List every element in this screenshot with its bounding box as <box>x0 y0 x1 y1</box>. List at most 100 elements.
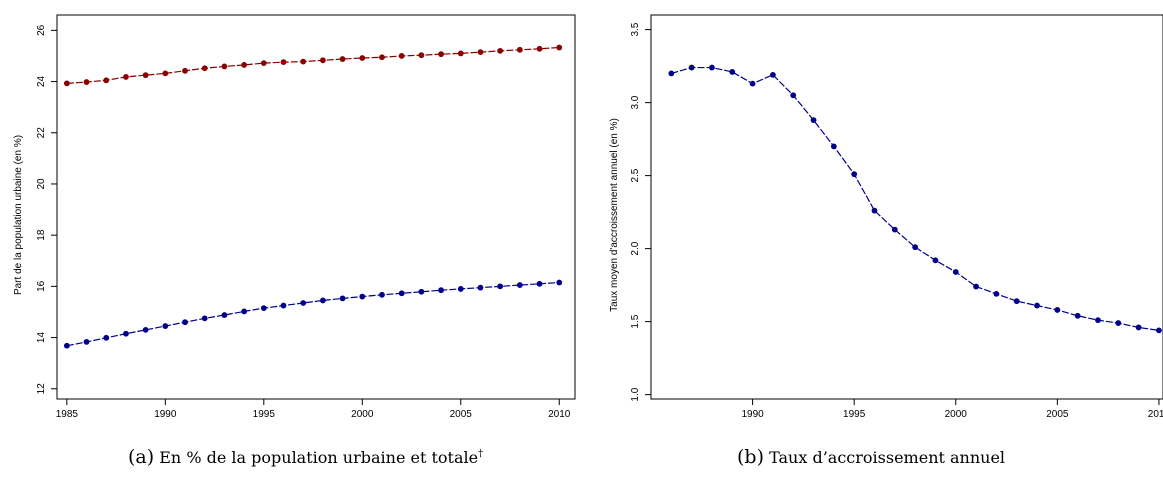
data-point <box>952 269 959 275</box>
y-tick-label: 22 <box>36 127 47 139</box>
data-point <box>1013 298 1020 305</box>
y-tick-label: 2.5 <box>630 168 641 182</box>
x-tick-label: 2010 <box>548 409 571 420</box>
data-point <box>418 288 425 295</box>
data-point <box>497 47 504 54</box>
y-tick-label: 1.5 <box>630 314 641 328</box>
data-point <box>241 62 248 68</box>
caption-a-dagger: † <box>478 448 484 460</box>
data-point <box>770 71 776 78</box>
data-point <box>103 77 110 84</box>
data-point <box>398 290 405 297</box>
data-point <box>83 339 90 345</box>
data-point <box>536 280 543 287</box>
y-axis-title: Part de la population urbaine (en %) <box>13 135 24 295</box>
data-point <box>668 70 675 77</box>
y-tick-label: 2.0 <box>630 241 641 255</box>
y-tick-label: 20 <box>36 178 47 190</box>
data-point <box>516 46 523 53</box>
x-tick-label: 1995 <box>843 409 866 420</box>
caption-a-tag: (a) <box>128 446 155 468</box>
chart-growth-rate: 1990 1995 2000 2005 2010 1.0 1.5 2.0 2.5 3.0 3.5 Ta… <box>609 14 1163 420</box>
data-point <box>339 56 346 62</box>
data-point <box>497 283 504 290</box>
x-tick-label: 1995 <box>253 409 276 420</box>
data-point <box>319 297 326 304</box>
data-point <box>339 295 346 302</box>
data-point <box>260 305 267 312</box>
data-point <box>379 54 385 61</box>
data-point <box>871 207 878 214</box>
data-point <box>359 55 366 61</box>
data-point <box>418 52 425 59</box>
data-point <box>536 45 543 52</box>
data-point <box>241 308 248 315</box>
data-point <box>477 49 484 56</box>
x-tick-label: 2005 <box>1046 409 1069 420</box>
y-tick-label: 3.0 <box>630 95 641 109</box>
series-line <box>66 46 560 84</box>
data-point <box>123 330 129 337</box>
data-point <box>1156 327 1162 334</box>
data-point <box>300 58 307 65</box>
data-point <box>891 226 898 233</box>
data-point <box>398 53 405 59</box>
data-point <box>729 69 736 75</box>
data-point <box>280 302 287 309</box>
data-point <box>912 244 919 251</box>
chart-urban-share: 1985 1990 1995 2000 2005 2010 12 14 16 18 20 22 24 26… <box>13 14 576 420</box>
caption-b-text: Taux d’accroissement annuel <box>764 448 1006 467</box>
y-tick-label: 26 <box>36 24 47 36</box>
caption-a: (a) En % de la population urbaine et tot… <box>128 446 483 468</box>
x-tick-label: 2005 <box>450 409 473 420</box>
data-point <box>830 143 837 150</box>
series-line <box>66 281 560 347</box>
y-tick-label: 14 <box>36 332 47 344</box>
data-point <box>359 293 366 300</box>
y-tick-label: 24 <box>36 76 47 88</box>
data-point <box>221 63 228 70</box>
data-point <box>300 300 307 306</box>
data-point <box>201 65 208 72</box>
caption-b-tag: (b) <box>737 446 764 468</box>
x-tick-label: 1990 <box>154 409 177 420</box>
data-point <box>83 79 90 85</box>
data-point <box>709 64 715 71</box>
data-point <box>260 60 267 67</box>
x-tick-label: 1990 <box>741 409 764 420</box>
data-point <box>63 342 70 349</box>
data-point <box>1034 302 1040 309</box>
y-tick-label: 12 <box>36 383 47 395</box>
y-axis-title: Taux moyen d'accroissement annuel (en %) <box>609 118 620 312</box>
data-point <box>1095 317 1101 324</box>
data-point <box>63 80 70 87</box>
y-tick-label: 16 <box>36 280 47 292</box>
data-point <box>103 334 110 341</box>
data-point <box>851 171 858 178</box>
data-point <box>438 51 444 58</box>
data-point <box>201 315 208 322</box>
plot-frame <box>650 14 1163 400</box>
data-point <box>516 282 523 288</box>
y-tick-label: 18 <box>36 229 47 241</box>
data-point <box>477 284 484 291</box>
data-point <box>790 92 797 99</box>
data-point <box>932 257 939 264</box>
data-point <box>1054 307 1061 313</box>
data-point <box>1135 324 1142 331</box>
data-point <box>438 287 444 294</box>
caption-a-text: En % de la population urbaine et totale <box>154 448 479 467</box>
data-point <box>810 117 817 124</box>
data-point <box>993 290 1000 297</box>
data-point <box>1115 320 1122 326</box>
data-point <box>457 50 464 57</box>
y-tick-label: 3.5 <box>630 22 641 36</box>
data-point <box>688 64 695 71</box>
data-point <box>221 312 228 318</box>
data-point <box>973 283 979 290</box>
data-point <box>182 319 188 326</box>
x-tick-label: 2000 <box>351 409 374 420</box>
data-point <box>556 279 563 286</box>
data-point <box>457 286 464 292</box>
